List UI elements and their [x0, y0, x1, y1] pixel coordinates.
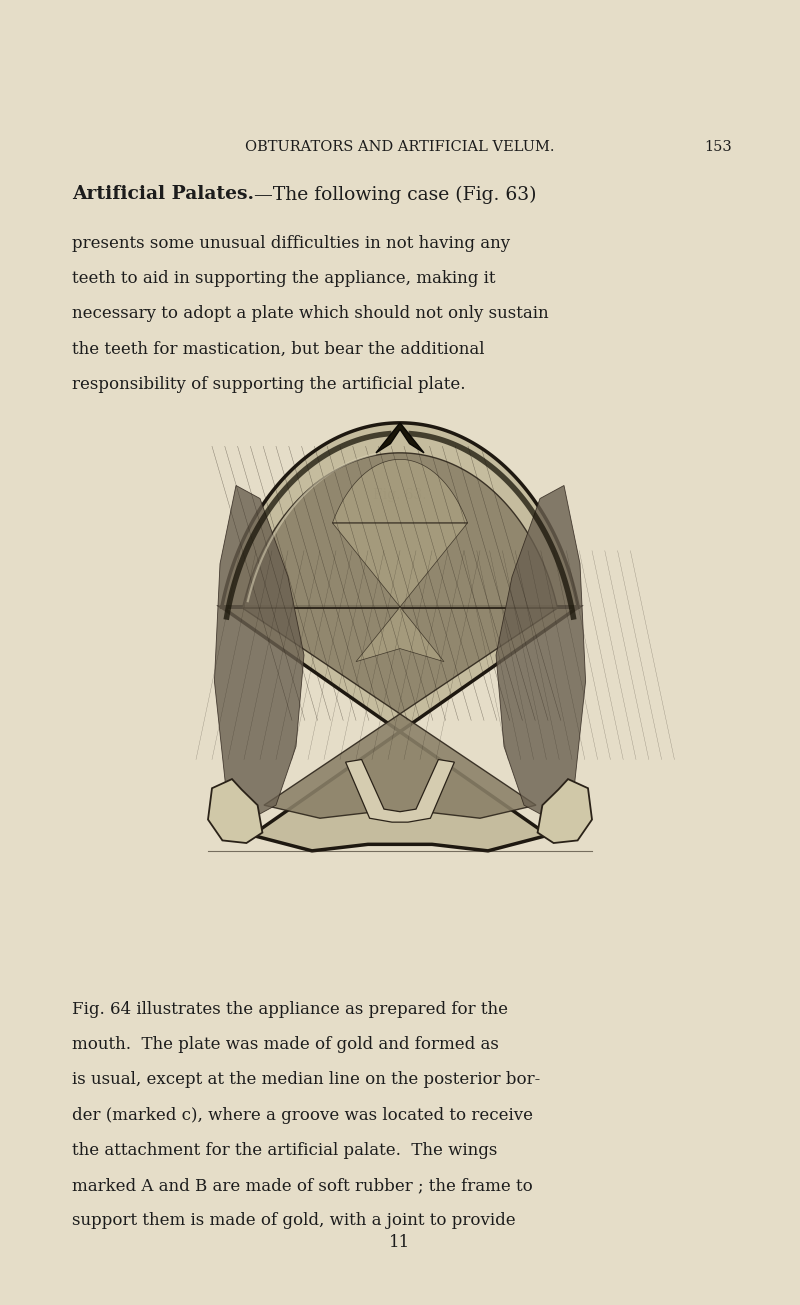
Polygon shape	[208, 779, 262, 843]
Text: marked A and B are made of soft rubber ; the frame to: marked A and B are made of soft rubber ;…	[72, 1177, 533, 1194]
Text: the teeth for mastication, but bear the additional: the teeth for mastication, but bear the …	[72, 341, 485, 358]
Text: the attachment for the artificial palate.  The wings: the attachment for the artificial palate…	[72, 1142, 498, 1159]
Polygon shape	[214, 485, 304, 818]
Polygon shape	[496, 485, 586, 818]
Text: Fig. 64 illustrates the appliance as prepared for the: Fig. 64 illustrates the appliance as pre…	[72, 1001, 508, 1018]
Text: Fig. 63.: Fig. 63.	[374, 488, 426, 501]
Polygon shape	[538, 779, 592, 843]
Text: der (marked c), where a groove was located to receive: der (marked c), where a groove was locat…	[72, 1107, 533, 1124]
Text: presents some unusual difficulties in not having any: presents some unusual difficulties in no…	[72, 235, 510, 252]
Text: responsibility of supporting the artificial plate.: responsibility of supporting the artific…	[72, 376, 466, 393]
Text: teeth to aid in supporting the appliance, making it: teeth to aid in supporting the appliance…	[72, 270, 495, 287]
Polygon shape	[346, 760, 454, 822]
Polygon shape	[242, 453, 558, 818]
Text: is usual, except at the median line on the posterior bor-: is usual, except at the median line on t…	[72, 1071, 540, 1088]
Polygon shape	[333, 459, 467, 662]
Polygon shape	[222, 423, 578, 851]
Text: OBTURATORS AND ARTIFICIAL VELUM.: OBTURATORS AND ARTIFICIAL VELUM.	[246, 141, 554, 154]
Text: necessary to adopt a plate which should not only sustain: necessary to adopt a plate which should …	[72, 305, 549, 322]
Text: mouth.  The plate was made of gold and formed as: mouth. The plate was made of gold and fo…	[72, 1036, 499, 1053]
Text: 153: 153	[704, 141, 732, 154]
Text: 11: 11	[390, 1233, 410, 1251]
Text: Artificial Palates.: Artificial Palates.	[72, 185, 254, 204]
Polygon shape	[376, 423, 424, 453]
Text: support them is made of gold, with a joint to provide: support them is made of gold, with a joi…	[72, 1212, 516, 1229]
Text: —The following case (Fig. 63): —The following case (Fig. 63)	[254, 185, 537, 204]
